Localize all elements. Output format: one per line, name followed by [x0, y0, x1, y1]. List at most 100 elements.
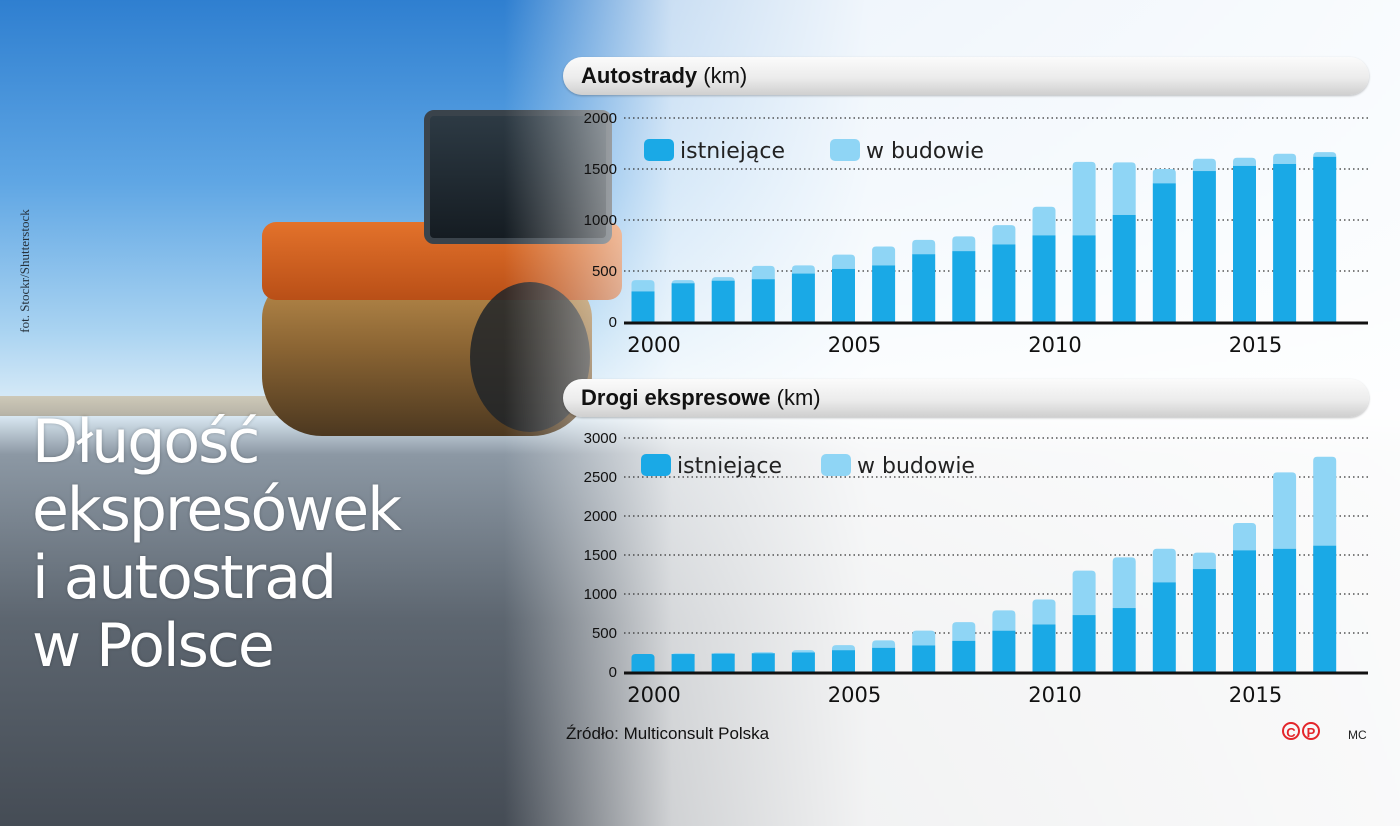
y-tick-label: 1500 — [584, 547, 617, 564]
bar-existing — [872, 647, 896, 672]
bar-existing — [1233, 550, 1256, 672]
bar-under-construction — [992, 610, 1016, 631]
y-tick-label: 2500 — [584, 469, 617, 486]
bar-existing — [1032, 235, 1056, 322]
chart-title-bar-autostrady: Autostrady (km) — [563, 57, 1369, 95]
bar-existing — [1192, 171, 1216, 322]
bar-existing — [1072, 235, 1096, 322]
y-tick-label: 3000 — [584, 430, 617, 447]
bar-existing — [1313, 545, 1337, 672]
legend-label: istniejące — [680, 139, 785, 164]
bar-under-construction — [832, 645, 855, 651]
bar-existing — [711, 653, 735, 672]
y-tick-label: 0 — [609, 314, 617, 331]
legend-swatch — [644, 139, 674, 161]
headline-line: ekspresówek — [32, 475, 402, 545]
chart-title: Drogi ekspresowe — [581, 385, 771, 410]
legend-label: w budowie — [866, 139, 984, 164]
bar-under-construction — [872, 246, 896, 266]
bar-under-construction — [912, 239, 936, 255]
chart-title-bar-ekspresowe: Drogi ekspresowe (km) — [563, 379, 1369, 417]
source-note: Źródło: Multiconsult Polska — [566, 724, 770, 743]
bar-under-construction — [711, 277, 735, 282]
bar-under-construction — [1273, 472, 1297, 549]
bar-under-construction — [631, 280, 655, 292]
bar-under-construction — [1313, 456, 1337, 546]
headline: Długość ekspresówek i autostrad w Polsce — [32, 408, 452, 680]
bar-existing — [671, 283, 695, 322]
bar-existing — [631, 654, 655, 672]
bar-under-construction — [1233, 523, 1256, 551]
bar-existing — [1233, 165, 1256, 322]
y-tick-label: 1500 — [584, 161, 617, 178]
x-tick-label: 2015 — [1229, 683, 1282, 707]
y-tick-label: 500 — [592, 625, 617, 642]
legend-label: istniejące — [677, 454, 782, 479]
y-tick-label: 0 — [609, 664, 617, 681]
bar-existing — [832, 268, 855, 322]
bar-under-construction — [1192, 158, 1216, 172]
bar-existing — [751, 653, 775, 672]
bar-under-construction — [671, 280, 695, 285]
bar-existing — [992, 630, 1016, 672]
bar-existing — [952, 251, 976, 322]
bar-existing — [751, 279, 775, 322]
bar-under-construction — [1072, 570, 1096, 616]
x-tick-label: 2015 — [1229, 333, 1282, 357]
x-tick-label: 2000 — [627, 333, 680, 357]
bar-under-construction — [1152, 169, 1176, 184]
headline-line: w Polsce — [32, 611, 275, 681]
y-tick-label: 2000 — [584, 110, 617, 127]
bar-under-construction — [1152, 548, 1176, 583]
chart-title-unit: (km) — [776, 385, 821, 410]
x-tick-label: 2010 — [1028, 683, 1081, 707]
headline-line: i autostrad — [32, 543, 337, 613]
bar-under-construction — [1273, 153, 1297, 164]
y-tick-label: 1000 — [584, 212, 617, 229]
bar-under-construction — [1313, 152, 1337, 157]
bar-under-construction — [1192, 552, 1216, 570]
bar-under-construction — [1072, 161, 1096, 236]
headline-line: Długość — [32, 407, 260, 477]
chart-title: Autostrady — [581, 63, 698, 88]
bar-existing — [912, 254, 936, 322]
bar-existing — [1192, 569, 1216, 672]
bar-existing — [1273, 163, 1297, 322]
bar-existing — [631, 291, 655, 322]
bar-under-construction — [952, 236, 976, 252]
legend-swatch — [830, 139, 860, 161]
bar-existing — [671, 654, 695, 672]
legend-label: w budowie — [857, 454, 975, 479]
bar-existing — [1112, 214, 1136, 322]
bar-under-construction — [711, 652, 735, 657]
bar-under-construction — [1233, 157, 1256, 166]
bar-existing — [1072, 615, 1096, 672]
bar-under-construction — [1112, 162, 1136, 215]
x-tick-label: 2005 — [828, 333, 881, 357]
bar-existing — [1032, 624, 1056, 672]
bar-existing — [832, 650, 855, 672]
bar-under-construction — [872, 640, 896, 648]
bar-under-construction — [1032, 599, 1056, 625]
copyright-c: C — [1282, 722, 1300, 740]
bar-under-construction — [751, 265, 775, 280]
bar-existing — [952, 640, 976, 672]
bar-existing — [1152, 183, 1176, 322]
bar-under-construction — [952, 622, 976, 641]
bar-under-construction — [791, 650, 815, 655]
bar-existing — [711, 280, 735, 322]
chart-title-unit: (km) — [703, 63, 748, 88]
bar-existing — [1313, 156, 1337, 322]
bar-existing — [1112, 608, 1136, 672]
bar-under-construction — [912, 630, 936, 646]
y-tick-label: 2000 — [584, 508, 617, 525]
y-tick-label: 1000 — [584, 586, 617, 603]
copyright-logo: C P — [1282, 722, 1322, 744]
x-tick-label: 2010 — [1028, 333, 1081, 357]
legend-swatch — [821, 454, 851, 476]
bar-under-construction — [832, 254, 855, 269]
bar-existing — [791, 273, 815, 322]
copyright-p: P — [1302, 722, 1320, 740]
bar-under-construction — [1112, 557, 1136, 609]
